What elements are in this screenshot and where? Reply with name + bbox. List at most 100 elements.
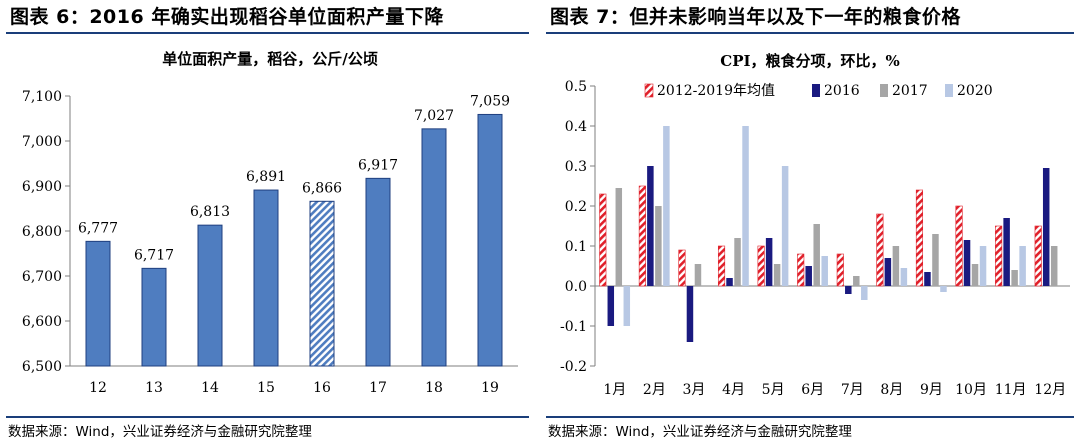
bar-7月-2016	[845, 286, 852, 294]
bar-6月-2016	[805, 266, 812, 286]
bar-4月-2012-2019年均值	[717, 245, 726, 287]
bar-11月-2020	[1019, 246, 1026, 286]
bar-5月-2020	[781, 166, 789, 286]
legend-swatch	[945, 84, 953, 97]
x-tick-label: 15	[257, 380, 275, 396]
bar-9月-2020	[940, 286, 947, 292]
bar-10月-2020	[979, 246, 987, 286]
bar-12	[85, 240, 111, 367]
bar-14	[197, 224, 223, 367]
bar-5月-2012-2019年均值	[757, 245, 765, 287]
legend-swatch	[644, 83, 654, 98]
y-tick-label: 6,900	[22, 179, 62, 195]
x-tick-label: 5月	[762, 382, 785, 398]
x-tick-label: 18	[425, 380, 443, 396]
bar-11月-2017	[1011, 270, 1018, 286]
x-tick-label: 8月	[880, 382, 903, 398]
bar-7月-2020	[861, 286, 868, 300]
bar-11月-2016	[1003, 218, 1010, 286]
bar-2月-2012-2019年均值	[638, 185, 646, 287]
bar-9月-2016	[924, 272, 931, 286]
bar-9月-2012-2019年均值	[915, 189, 924, 287]
bar-2月-2016	[647, 166, 654, 286]
bar-4月-2017	[734, 238, 741, 286]
x-tick-label: 11月	[995, 382, 1027, 398]
bar-3月-2016	[686, 286, 694, 342]
legend-label: 2017	[892, 83, 928, 99]
bar-12月-2016	[1042, 168, 1050, 286]
bar-8月-2020	[900, 268, 908, 286]
x-tick-label: 12	[89, 380, 107, 396]
y-tick-label: 6,500	[22, 359, 62, 375]
bar-19	[477, 113, 503, 367]
bar-6月-2017	[813, 224, 820, 286]
x-tick-label: 3月	[682, 382, 705, 398]
y-tick-label: 0.2	[565, 199, 587, 215]
x-tick-label: 12月	[1034, 382, 1066, 398]
y-tick-label: 0.3	[565, 159, 587, 175]
rice-yield-bar-chart: 单位面积产量，稻谷，公斤/公顷 6,500 6,600 6,700 6,800 6,90…	[22, 50, 518, 396]
bar-12月-2012-2019年均值	[1034, 225, 1042, 287]
chart-6-title: 单位面积产量，稻谷，公斤/公顷	[162, 50, 377, 68]
bar-7月-2017	[853, 276, 860, 286]
bar-7月-2012-2019年均值	[836, 253, 844, 287]
bar-10月-2017	[971, 264, 979, 286]
bar-13	[141, 267, 167, 367]
data-label: 6,866	[302, 180, 342, 196]
bar-11月-2012-2019年均值	[995, 225, 1003, 287]
bar-3月-2017	[694, 264, 702, 286]
bar-8月-2016	[884, 258, 892, 286]
y-tick-label: -0.1	[560, 319, 587, 335]
bar-5月-2017	[773, 264, 781, 286]
figure-6-top-rule	[6, 32, 529, 34]
bar-15	[253, 189, 279, 367]
y-tick-label: 7,100	[22, 89, 62, 105]
y-tick-label: 6,700	[22, 269, 62, 285]
x-tick-label: 16	[313, 380, 331, 396]
bar-9月-2017	[932, 234, 939, 286]
bar-16	[309, 200, 335, 367]
bar-10月-2012-2019年均值	[955, 205, 963, 287]
bar-12月-2017	[1050, 246, 1058, 286]
x-tick-label: 7月	[841, 382, 864, 398]
bar-8月-2017	[892, 246, 900, 286]
figure-6-title: 图表 6：2016 年确实出现稻谷单位面积产量下降	[10, 6, 444, 28]
y-tick-label: 6,600	[22, 314, 62, 330]
bar-3月-2012-2019年均值	[678, 249, 686, 287]
x-tick-label: 14	[201, 380, 219, 396]
y-tick-label: 0.4	[565, 119, 587, 135]
bar-10月-2016	[963, 240, 971, 286]
bar-1月-2017	[615, 188, 623, 286]
bar-18	[421, 128, 447, 367]
y-tick-label: 7,000	[22, 134, 62, 150]
legend-item: 2012-2019年均值	[644, 83, 775, 99]
x-tick-label: 6月	[801, 382, 824, 398]
bar-1月-2012-2019年均值	[599, 193, 607, 287]
figure-6-panel: 图表 6：2016 年确实出现稻谷单位面积产量下降 单位面积产量，稻谷，公斤/公…	[0, 0, 535, 445]
data-label: 7,059	[470, 93, 510, 109]
bar-1月-2016	[607, 286, 615, 326]
x-tick-label: 13	[145, 380, 163, 396]
legend-label: 2012-2019年均值	[657, 83, 775, 99]
y-tick-label: 0.0	[565, 279, 587, 295]
legend-item: 2016	[812, 83, 860, 99]
bar-8月-2012-2019年均值	[876, 213, 884, 287]
y-tick-label: -0.2	[560, 359, 587, 375]
bar-17	[365, 177, 391, 367]
legend-label: 2020	[957, 83, 993, 99]
legend-item: 2020	[945, 83, 993, 99]
figure-6-bottom-rule	[6, 416, 529, 418]
bar-4月-2016	[726, 278, 733, 286]
x-tick-label: 10月	[955, 382, 987, 398]
bar-2月-2017	[655, 206, 662, 286]
x-tick-label: 2月	[643, 382, 666, 398]
figure-7-title: 图表 7：但并未影响当年以及下一年的粮食价格	[550, 6, 961, 28]
y-tick-label: 6,800	[22, 224, 62, 240]
legend-label: 2016	[824, 83, 860, 99]
data-label: 6,813	[190, 204, 230, 220]
grain-cpi-bar-chart: CPI，粮食分项，环比，% -0.2 -0.1 0.0 0.1 0.2 0.3 0.4 0.5…	[560, 52, 1070, 398]
figure-7-top-rule	[546, 32, 1074, 34]
data-label: 6,917	[358, 157, 398, 173]
legend-swatch	[812, 84, 820, 97]
figure-7-panel: 图表 7：但并未影响当年以及下一年的粮食价格 CPI，粮食分项，环比，% -0.…	[540, 0, 1080, 445]
